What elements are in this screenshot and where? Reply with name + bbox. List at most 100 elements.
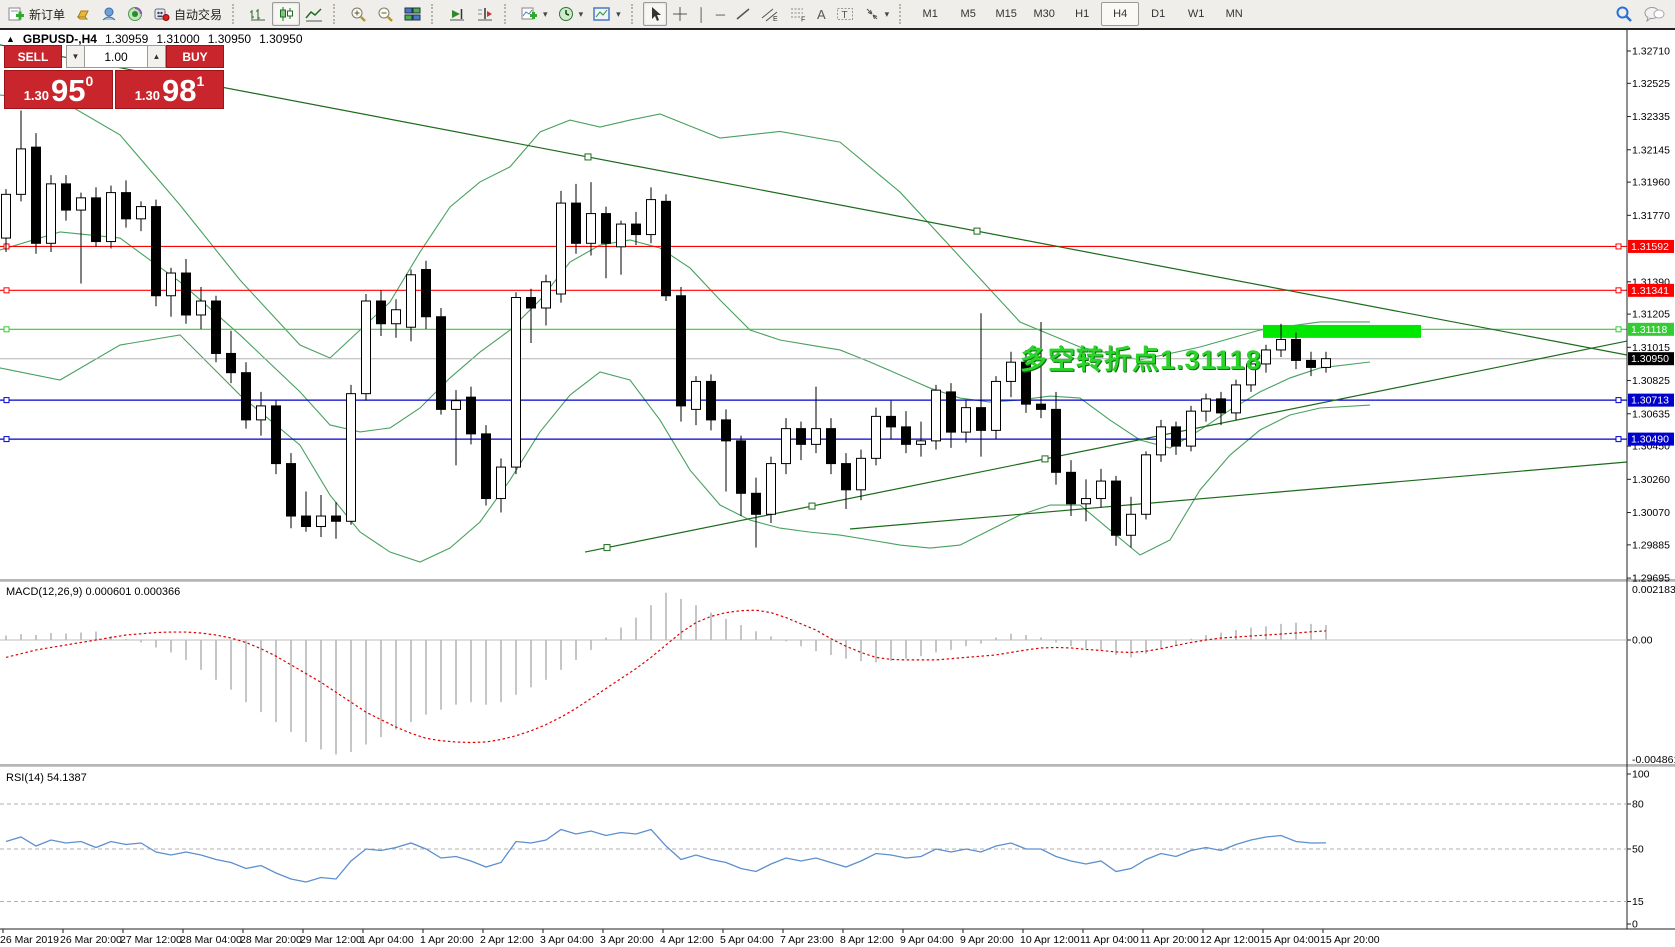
chart-window[interactable]: 1.32710 1.32525 1.32335 1.32145 1.31960 1.317… <box>0 28 1675 947</box>
bar-chart-button[interactable] <box>244 2 272 26</box>
rsi-pane[interactable]: 100 80 50 15 0 <box>0 769 1650 931</box>
bull-candle <box>616 223 626 248</box>
cursor-tool-button[interactable] <box>642 2 667 26</box>
line-handle[interactable] <box>1615 243 1622 250</box>
rsi-tick-label: 50 <box>1632 844 1644 856</box>
trendline-0[interactable] <box>0 41 1627 356</box>
line-chart-button[interactable] <box>300 2 328 26</box>
new-order-button[interactable]: 新订单 <box>3 2 70 26</box>
bear-candle <box>721 419 731 442</box>
search-icon[interactable] <box>1615 5 1633 23</box>
timeframe-button-m30[interactable]: M30 <box>1033 8 1055 20</box>
sell-button[interactable]: SELL <box>4 45 62 68</box>
indicators-dropdown-caret[interactable]: ▾ <box>543 8 548 19</box>
buy-price-prefix: 1.30 <box>134 88 161 103</box>
text-icon: A <box>816 6 826 22</box>
line-handle[interactable] <box>1615 436 1622 443</box>
periods-dropdown-caret[interactable]: ▾ <box>578 8 584 19</box>
line-handle[interactable] <box>3 287 10 294</box>
rsi-tick-label: 80 <box>1632 799 1644 811</box>
indicators-button[interactable]: ▾ <box>516 2 553 26</box>
svg-text:F: F <box>801 17 805 23</box>
fibonacci-tool-button[interactable]: F <box>784 2 812 26</box>
trendline-tool-button[interactable] <box>730 2 756 26</box>
timeframe-button-m1[interactable]: M1 <box>922 8 938 20</box>
main-pane[interactable] <box>0 41 1627 563</box>
timeframe-button-h4[interactable]: H4 <box>1101 2 1140 26</box>
time-tick-label: 11 Apr 04:00 <box>1080 934 1139 946</box>
highlight-zone-rectangle[interactable] <box>1263 324 1421 338</box>
bear-candle <box>31 146 41 244</box>
toolbar-separator <box>630 4 638 24</box>
bull-candle <box>406 274 416 328</box>
candlestick-chart-button[interactable] <box>272 2 301 26</box>
timeframe-button-h1[interactable]: H1 <box>1075 8 1090 20</box>
line-handle[interactable] <box>1615 326 1622 333</box>
timeframe-switcher: M1 M5 M15 M30 H1 H4 D1 W1 MN <box>908 1 1256 27</box>
text-label-tool-button[interactable]: T <box>831 2 859 26</box>
timeframe-button-mn[interactable]: MN <box>1225 8 1243 20</box>
zoom-in-button[interactable] <box>345 2 372 26</box>
line-handle[interactable] <box>3 436 10 443</box>
price-tick-label: 1.31015 <box>1632 342 1670 354</box>
templates-dropdown-caret[interactable]: ▾ <box>616 8 621 19</box>
arrows-tool-button[interactable]: ▾ <box>859 2 895 26</box>
timeframe-button-m5[interactable]: M5 <box>960 8 976 20</box>
sell-price-display[interactable]: 1.30 95 0 <box>4 70 113 109</box>
chart-annotation-text[interactable]: 多空转折点1.31118 <box>1020 345 1262 375</box>
line-handle[interactable] <box>3 326 10 333</box>
bear-candle <box>331 515 341 522</box>
timeframe-button-d1[interactable]: D1 <box>1151 8 1166 20</box>
buy-price-display[interactable]: 1.30 98 1 <box>115 70 224 109</box>
timeframe-button-w1[interactable]: W1 <box>1187 8 1205 20</box>
templates-button[interactable]: ▾ <box>588 2 626 26</box>
bull-candle <box>856 457 866 491</box>
channel-tool-button[interactable]: E <box>756 2 784 26</box>
chart-canvas[interactable]: 1.32710 1.32525 1.32335 1.32145 1.31960 1.317… <box>0 28 1675 947</box>
arrows-dropdown-caret[interactable]: ▾ <box>884 8 890 19</box>
time-tick-label: 29 Mar 12:00 <box>300 934 362 946</box>
volume-increase-button[interactable]: ▲ <box>147 45 166 68</box>
vertical-line-tool-button[interactable]: │ <box>693 2 711 26</box>
line-handle[interactable] <box>3 397 10 404</box>
chat-icon[interactable] <box>1643 5 1665 23</box>
headset-person-icon <box>102 7 116 21</box>
volume-value[interactable]: 1.00 <box>85 45 147 68</box>
line-handle[interactable] <box>1615 397 1622 404</box>
symbol-collapse-icon[interactable]: ▲ <box>6 34 15 44</box>
zoom-out-button[interactable] <box>372 2 399 26</box>
auto-scroll-button[interactable] <box>443 2 471 26</box>
text-tool-button[interactable]: A <box>812 2 831 26</box>
trendline-1[interactable] <box>584 340 1627 553</box>
horizontal-line-tool-button[interactable]: ─ <box>711 2 730 26</box>
chart-shift-button[interactable] <box>471 2 499 26</box>
timeframe-button-m15[interactable]: M15 <box>995 8 1017 20</box>
trendline-2[interactable] <box>849 461 1627 530</box>
community-button[interactable] <box>96 2 122 26</box>
bull-candle <box>586 213 596 244</box>
trendline-handle[interactable] <box>973 227 981 235</box>
market-button[interactable] <box>70 2 96 26</box>
time-tick-label: 1 Apr 04:00 <box>360 934 414 946</box>
signals-button[interactable] <box>122 2 148 26</box>
macd-pane[interactable] <box>0 592 1627 755</box>
crosshair-tool-button[interactable] <box>667 2 693 26</box>
line-handle[interactable] <box>1615 287 1622 294</box>
bear-candle <box>151 206 161 297</box>
price-tick-label: 1.29695 <box>1632 573 1670 585</box>
candlestick-chart-icon <box>280 7 294 21</box>
trendline-handle[interactable] <box>603 544 611 552</box>
trendline-handle[interactable] <box>1041 455 1049 463</box>
tile-windows-button[interactable] <box>399 2 426 26</box>
periods-button[interactable]: ▾ <box>553 2 589 26</box>
buy-button[interactable]: BUY <box>166 45 224 68</box>
volume-decrease-button[interactable]: ▼ <box>66 45 85 68</box>
bear-candle <box>1216 398 1226 414</box>
volume-stepper: ▼ 1.00 ▲ <box>66 45 166 68</box>
sell-price-big: 95 <box>51 73 86 108</box>
trendline-handle[interactable] <box>584 153 592 161</box>
price-axis[interactable]: 1.32710 1.32525 1.32335 1.32145 1.31960 1.317… <box>1627 46 1674 585</box>
autotrading-button[interactable]: 自动交易 <box>148 2 227 26</box>
trendline-handle[interactable] <box>808 502 816 510</box>
